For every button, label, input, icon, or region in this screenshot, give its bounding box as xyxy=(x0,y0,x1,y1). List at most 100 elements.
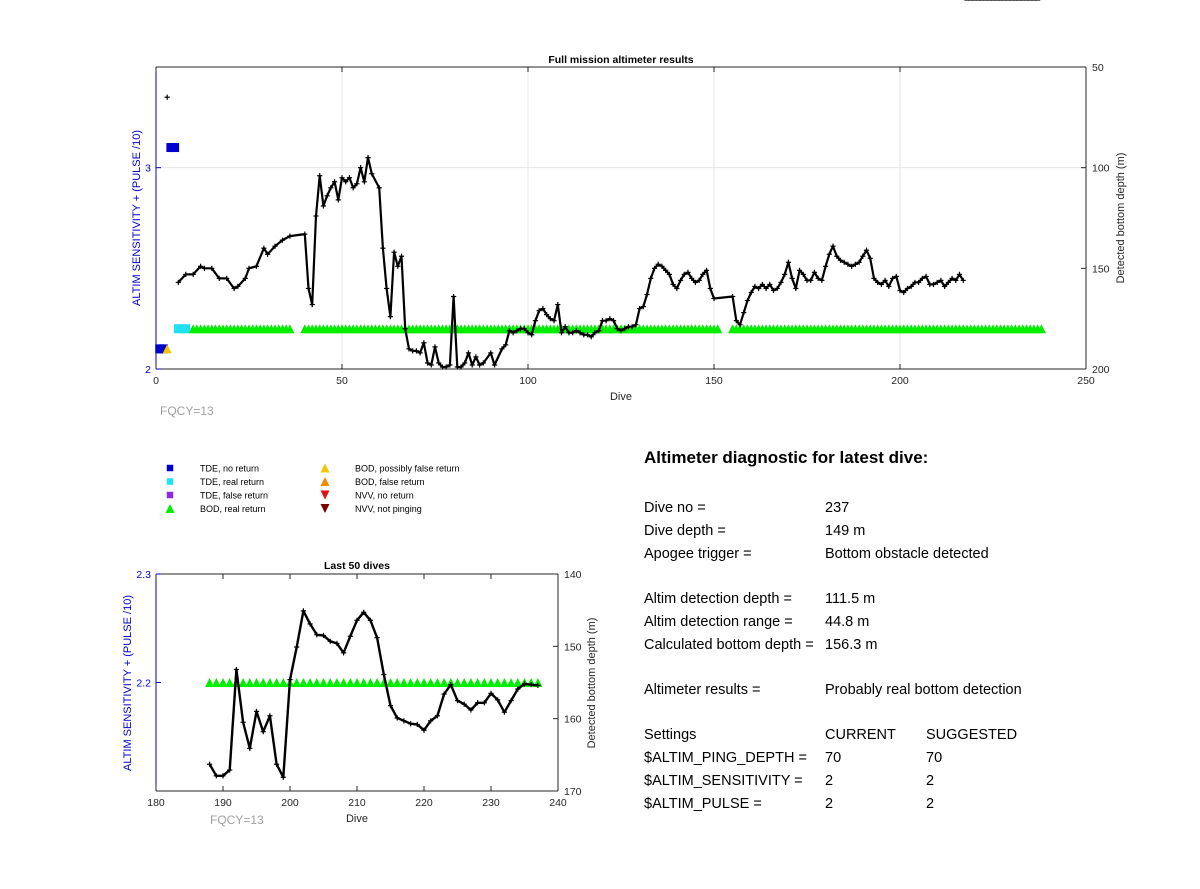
depth-point xyxy=(782,271,788,277)
depth-point xyxy=(942,283,948,290)
depth-point xyxy=(756,285,762,292)
depth-point xyxy=(401,718,407,724)
depth-point xyxy=(384,285,390,292)
depth-point xyxy=(462,360,468,366)
depth-point xyxy=(748,289,754,296)
x-tick-label: 200 xyxy=(891,375,909,387)
legend-label: NVV, no return xyxy=(355,491,414,501)
altim-range-label: Altim detection range = xyxy=(644,614,793,630)
diagnostic-title: Altimeter diagnostic for latest dive: xyxy=(644,448,929,467)
dive-no-row: Dive no = 237 xyxy=(644,500,1164,523)
depth-point xyxy=(949,275,955,281)
depth-point xyxy=(305,285,312,292)
depth-point xyxy=(216,275,222,281)
marker-point xyxy=(459,678,469,687)
depth-point xyxy=(328,185,334,191)
depth-point xyxy=(614,326,620,332)
depth-point xyxy=(240,719,246,725)
depth-point xyxy=(960,277,966,284)
depth-point xyxy=(510,330,516,336)
depth-point xyxy=(307,621,313,627)
depth-point xyxy=(246,265,252,271)
x-tick-label: 200 xyxy=(281,797,299,809)
y-axis-label-right: Detected bottom depth (m) xyxy=(1115,153,1127,284)
legend-label: BOD, real return xyxy=(200,504,266,514)
depth-point xyxy=(347,633,353,639)
depth-point xyxy=(741,310,747,316)
marker-point xyxy=(258,678,268,687)
depth-point xyxy=(207,761,213,767)
depth-point xyxy=(421,340,427,346)
x-tick-label: 50 xyxy=(336,375,348,387)
depth-point xyxy=(280,774,286,780)
depth-point xyxy=(800,271,806,277)
marker-point xyxy=(312,678,322,687)
depth-point xyxy=(841,259,847,265)
depth-point xyxy=(633,322,639,328)
marker-point xyxy=(399,678,409,687)
depth-point xyxy=(231,285,237,292)
depth-point xyxy=(577,330,583,336)
depth-point xyxy=(394,715,400,721)
depth-point xyxy=(737,322,743,328)
y-tick-label-right: 200 xyxy=(1092,364,1110,376)
y-tick-label-left: 2.3 xyxy=(136,569,151,581)
depth-point xyxy=(655,261,661,267)
depth-point xyxy=(878,281,884,288)
setting-current: 2 xyxy=(825,773,834,789)
y-tick-label-left: 2.2 xyxy=(136,678,151,690)
legend-item: BOD, real return xyxy=(165,504,266,514)
altim-depth-row: Altim detection depth = 111.5 m xyxy=(644,591,1164,614)
y-tick-label-right: 150 xyxy=(564,641,582,653)
depth-point xyxy=(434,713,440,719)
depth-point xyxy=(811,269,818,275)
depth-point xyxy=(190,271,196,277)
depth-point xyxy=(689,275,695,281)
chart-title: Last 50 dives xyxy=(324,560,390,572)
depth-point xyxy=(834,253,840,259)
depth-point xyxy=(441,691,447,697)
depth-point xyxy=(681,271,687,277)
depth-point xyxy=(837,257,844,263)
legend-marker xyxy=(320,477,330,486)
depth-point xyxy=(610,318,617,324)
depth-point xyxy=(341,650,347,656)
marker-point xyxy=(386,678,395,687)
setting-row-ping-depth: $ALTIM_PING_DEPTH = 70 70 xyxy=(644,750,1164,773)
depth-point xyxy=(253,263,260,269)
marker-point xyxy=(419,678,429,687)
legend-item: TDE, real return xyxy=(166,477,264,487)
x-tick-label: 250 xyxy=(1077,375,1095,387)
marker-point xyxy=(406,678,416,687)
depth-point xyxy=(242,275,248,281)
depth-point xyxy=(495,697,501,703)
depth-point xyxy=(183,271,189,277)
depth-point xyxy=(573,328,579,334)
fqcy-note: FQCY=13 xyxy=(210,813,264,827)
depth-point xyxy=(279,237,286,243)
y-tick-label-right: 150 xyxy=(1092,263,1110,275)
dive-depth-row: Dive depth = 149 m xyxy=(644,523,1164,546)
marker-point xyxy=(319,678,328,687)
depth-point xyxy=(674,285,680,292)
depth-point xyxy=(823,263,829,269)
depth-point xyxy=(934,279,940,286)
setting-name: $ALTIM_PING_DEPTH = xyxy=(644,750,807,766)
depth-point xyxy=(477,362,483,368)
depth-point xyxy=(334,640,340,647)
marker-point xyxy=(365,678,375,687)
marker-point xyxy=(412,678,422,687)
depth-point xyxy=(398,253,405,259)
marker-point xyxy=(499,678,509,687)
legend-item: BOD, false return xyxy=(320,477,425,487)
depth-point xyxy=(503,342,509,348)
depth-point xyxy=(607,316,613,322)
legend-marker xyxy=(320,504,330,513)
depth-point xyxy=(233,666,239,673)
x-tick-label: 240 xyxy=(549,797,567,809)
legend-label: TDE, no return xyxy=(200,464,259,474)
legend-label: BOD, possibly false return xyxy=(355,464,460,474)
depth-point xyxy=(618,328,624,334)
marker-point xyxy=(352,678,362,687)
depth-point xyxy=(414,721,420,728)
